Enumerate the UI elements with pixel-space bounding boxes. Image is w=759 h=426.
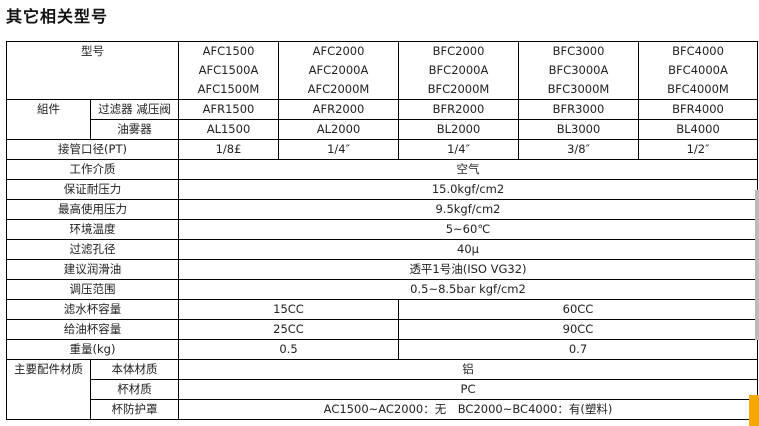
row-label: 滤水杯容量 [6,299,179,320]
cell: 1/8£ [178,139,279,160]
row-label: 环境温度 [6,219,179,240]
row-label: 重量(kg) [6,339,179,360]
table-row: 建议润滑油 透平1号油(ISO VG32) [6,259,758,280]
model-cell: BFC3000 BFC3000A BFC3000M [518,41,639,100]
table-row-filter-regulator: 組件 过滤器 减压阀 AFR1500 AFR2000 BFR2000 BFR30… [6,99,758,140]
model-label: 型号 [6,41,179,100]
table-row: 主要配件材质 本体材质铝 [6,359,758,420]
table-row-lubricator: 油雾器 AL1500 AL2000 BL2000 BL3000 BL4000 [7,119,758,140]
cell: 0.5 [178,339,399,360]
table-row: 保证耐压力 15.0kgf/cm2 [6,179,758,200]
row-label: 过滤器 减压阀 [90,99,179,120]
row-label: 工作介质 [6,159,179,180]
components-label: 組件 [6,99,91,140]
row-label: 保证耐压力 [6,179,179,200]
row-label: 过滤孔径 [6,239,179,260]
cell: BFR4000 [638,99,758,120]
row-label: 给油杯容量 [6,319,179,340]
cell: BL2000 [398,119,519,140]
materials-label: 主要配件材质 [6,359,91,420]
page-title: 其它相关型号 [6,7,109,26]
cell: 透平1号油(ISO VG32) [178,259,758,280]
row-label: 杯防护罩 [90,399,179,420]
floating-widget-tab[interactable] [749,395,759,426]
cell: 60CC [398,299,758,320]
table-row: 滤水杯容量 15CC 60CC [6,299,758,320]
table-row-models: 型号 AFC1500 AFC1500A AFC1500M AFC2000 AFC200… [6,41,758,100]
model-cell: AFC1500 AFC1500A AFC1500M [178,41,279,100]
row-label: 油雾器 [90,119,179,140]
cell: AFR2000 [278,99,399,120]
row-label: 调压范围 [6,279,179,300]
model-cell: BFC2000 BFC2000A BFC2000M [398,41,519,100]
row-label: 接管口径(PT) [6,139,179,160]
cell: AL1500 [178,119,279,140]
cell: 1/2″ [638,139,758,160]
scrollbar[interactable] [755,190,759,340]
table-row: 工作介质 空气 [6,159,758,180]
row-label: 最高使用压力 [6,199,179,220]
cell: 90CC [398,319,758,340]
cell: BL3000 [518,119,639,140]
cell: 1/4″ [278,139,399,160]
cell: AL2000 [278,119,399,140]
table-row: 杯防护罩 AC1500~AC2000：无 BC2000~BC4000：有(塑料) [7,399,758,420]
cell: BL4000 [638,119,758,140]
cell: 9.5kgf/cm2 [178,199,758,220]
row-label: 建议润滑油 [6,259,179,280]
cell: 0.7 [398,339,758,360]
row-label: 杯材质 [90,379,179,400]
row-label: 本体材质 [90,359,179,380]
cell: 0.5~8.5bar kgf/cm2 [178,279,758,300]
cell: 40μ [178,239,758,260]
table-row: 调压范围 0.5~8.5bar kgf/cm2 [6,279,758,300]
cell: 5~60℃ [178,219,758,240]
table-row: 环境温度 5~60℃ [6,219,758,240]
cell: 3/8″ [518,139,639,160]
model-cell: BFC4000 BFC4000A BFC4000M [638,41,758,100]
cell: BFR2000 [398,99,519,120]
cell: BFR3000 [518,99,639,120]
table-row: 过滤孔径 40μ [6,239,758,260]
model-cell: AFC2000 AFC2000A AFC2000M [278,41,399,100]
cell: 1/4″ [398,139,519,160]
table-row: 最高使用压力 9.5kgf/cm2 [6,199,758,220]
table-row: 重量(kg) 0.5 0.7 [6,339,758,360]
cell: AC1500~AC2000：无 BC2000~BC4000：有(塑料) [178,399,758,420]
cell: AFR1500 [178,99,279,120]
cell: 铝 [178,359,758,380]
table-row: 杯材质 PC [7,379,758,400]
cell: 15CC [178,299,399,320]
cell: 空气 [178,159,758,180]
table-row: 给油杯容量 25CC 90CC [6,319,758,340]
model-spec-table: 型号 AFC1500 AFC1500A AFC1500M AFC2000 AFC200… [6,41,758,420]
table-row-port-size: 接管口径(PT) 1/8£ 1/4″ 1/4″ 3/8″ 1/2″ [6,139,758,160]
cell: PC [178,379,758,400]
cell: 25CC [178,319,399,340]
cell: 15.0kgf/cm2 [178,179,758,200]
